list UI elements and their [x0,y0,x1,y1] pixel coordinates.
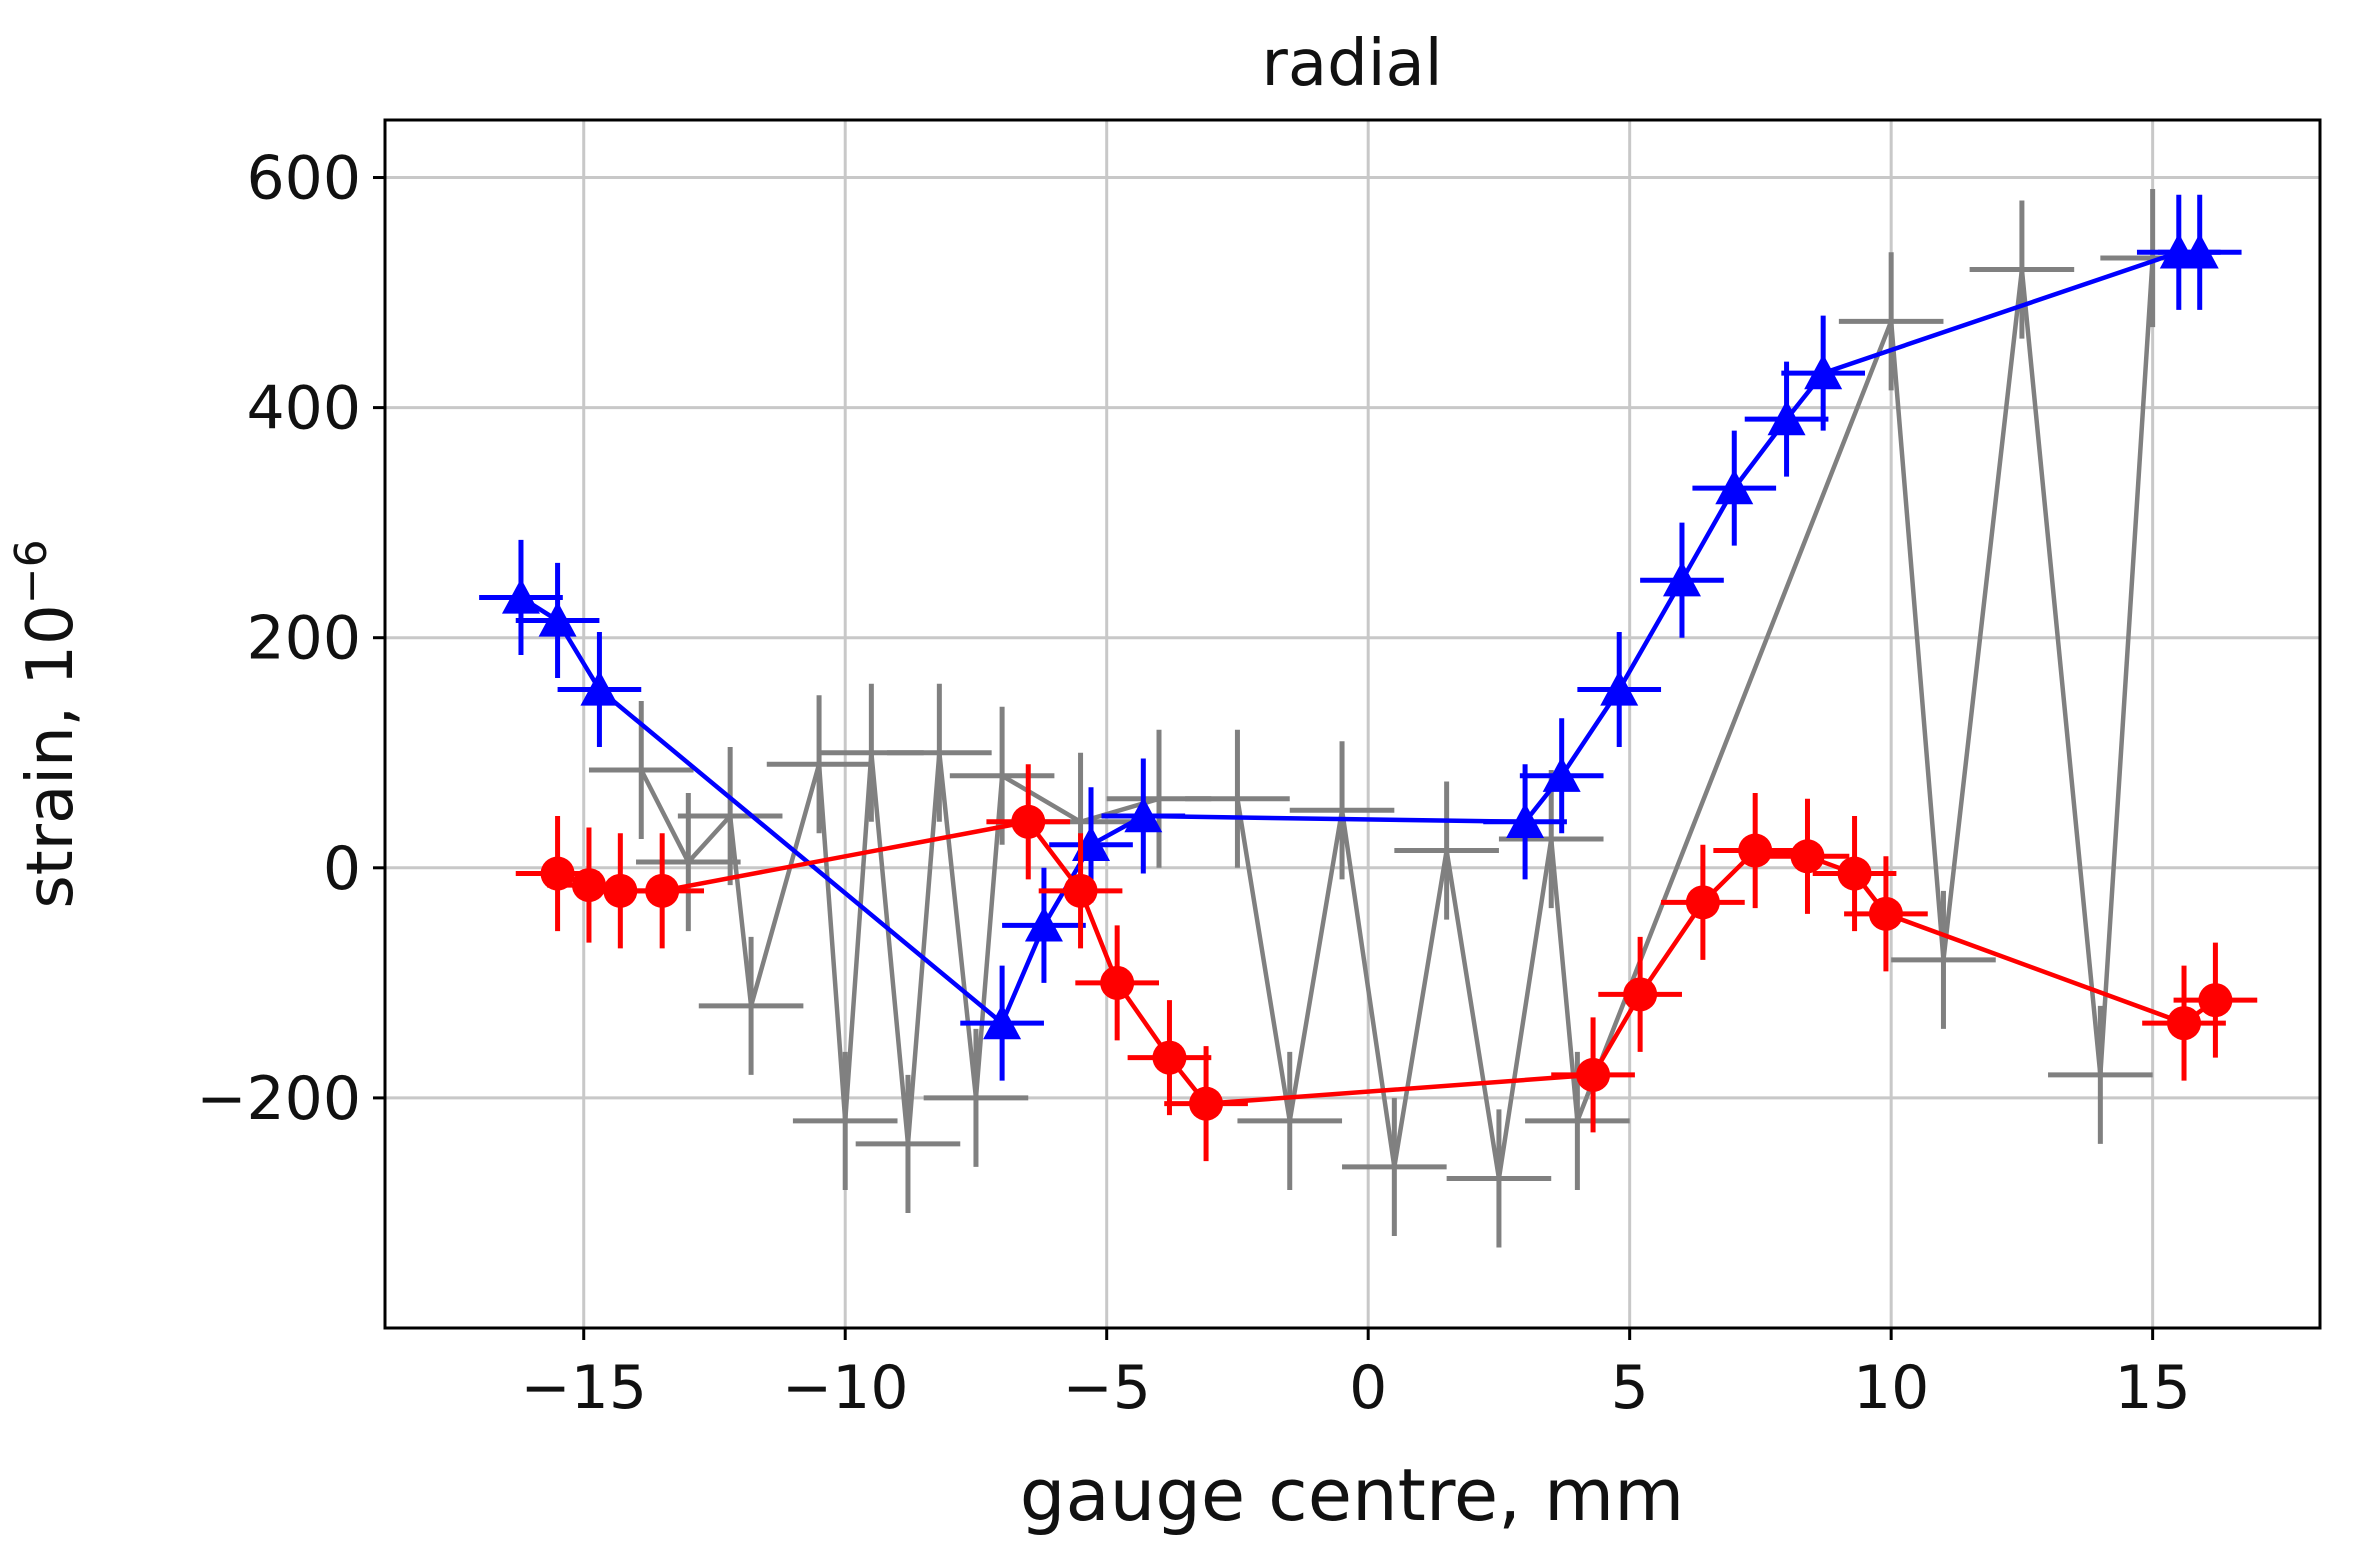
data-point [1790,839,1825,874]
data-point [1837,856,1872,891]
y-axis-label: strain, 10 [14,604,88,908]
x-tick-label: −15 [520,1353,647,1423]
data-point [2198,983,2233,1018]
data-point [580,670,619,706]
series-1 [588,189,2205,1248]
data-point [571,868,606,903]
data-point [1542,756,1581,792]
axis-ticks: −15 −10 −5 0 5 10 15 −200 0 200 400 600 [196,144,2191,1423]
data-point [540,856,575,891]
y-tick-label: 600 [246,144,361,214]
data-point [2180,233,2219,269]
y-axis-label-group: strain, 10−6 [6,539,88,908]
y-tick-label: 200 [246,604,361,674]
x-tick-label: 0 [1349,1353,1387,1423]
x-tick-label: 10 [1853,1353,1929,1423]
series-3 [515,764,2258,1162]
series-line [556,819,2217,1106]
data-point [1600,670,1639,706]
svg-text:strain, 10−6: strain, 10−6 [6,539,88,908]
data-point [1506,802,1545,838]
data-series [479,189,2258,1248]
y-tick-label: 0 [323,834,361,904]
x-tick-label: −5 [1062,1353,1150,1423]
data-point [1868,896,1903,931]
data-point [1685,885,1720,920]
data-point [1011,804,1046,839]
data-point [1804,354,1843,390]
y-tick-label: 400 [246,374,361,444]
data-point [1024,906,1063,942]
data-point [1767,400,1806,436]
data-point [1100,965,1135,1000]
data-point [1738,833,1773,868]
x-tick-label: 15 [2114,1353,2190,1423]
y-axis-label-exponent: −6 [6,539,57,604]
data-point [2167,1006,2202,1041]
data-point [1715,469,1754,505]
data-point [538,601,577,637]
x-tick-label: −10 [782,1353,909,1423]
data-point [1623,977,1658,1012]
data-point [1576,1057,1611,1092]
x-tick-label: 5 [1611,1353,1649,1423]
data-point [1189,1086,1224,1121]
series-line [639,257,2155,1181]
data-point [645,873,680,908]
series-line [519,250,2200,1026]
chart-title: radial [1262,27,1443,101]
data-point [1662,561,1701,597]
data-point [501,578,540,614]
x-axis-label: gauge centre, mm [1020,1453,1684,1537]
y-tick-label: −200 [196,1064,361,1134]
data-point [1152,1040,1187,1075]
data-point [983,1004,1022,1040]
data-point [1124,797,1163,833]
data-point [1063,873,1098,908]
series-2 [479,194,2242,1081]
plot-frame [383,118,2322,1330]
